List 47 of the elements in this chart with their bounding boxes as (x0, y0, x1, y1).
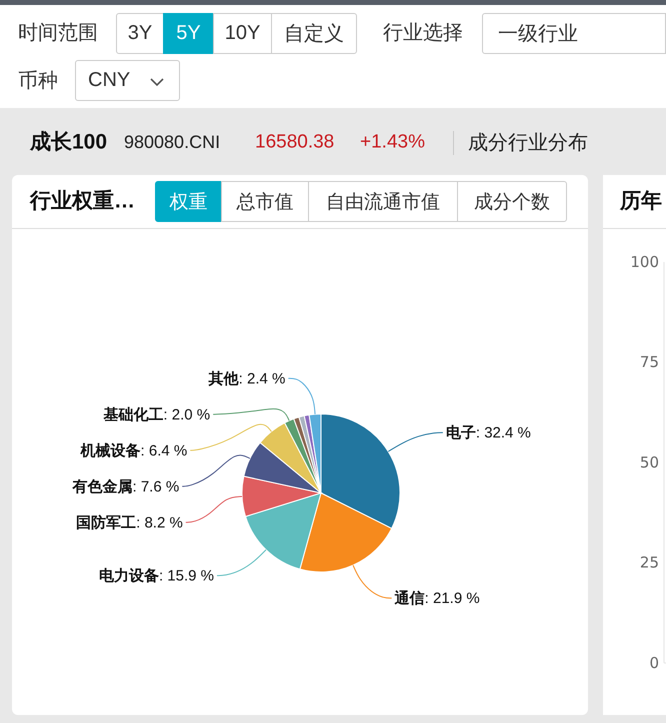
dropdown-field: 一级行业 (482, 13, 666, 54)
slice-label: 通信 (394, 590, 425, 607)
text: 行业选择 (383, 22, 463, 44)
data-label: : 6.4 % (140, 442, 188, 459)
data-label: : 7.6 % (132, 478, 180, 495)
slice-label: 有色金属 (71, 478, 132, 495)
segmented-button: 5Y (163, 13, 214, 54)
y-tick-label: 75 (640, 353, 659, 372)
data-label: : 8.2 % (136, 514, 183, 531)
slice-label: 其他 (208, 370, 240, 387)
text: 16580.38 (255, 132, 334, 154)
pie-slice (242, 476, 322, 517)
text: 成长100 (30, 130, 108, 154)
dropdown-field: CNY (75, 60, 180, 101)
pie-slice (245, 492, 322, 570)
y-tick-label: 0 (649, 654, 659, 672)
y-tick-label: 50 (640, 453, 659, 472)
slice-label: 机械设备 (80, 442, 141, 459)
text: 成分行业分布 (468, 132, 588, 154)
y-tick-label: 100 (630, 252, 659, 271)
data-label: : 32.4 % (476, 424, 531, 442)
y-tick-label: 25 (640, 554, 659, 572)
slice-label: 电子 (446, 424, 476, 442)
segmented-button: 10Y (213, 13, 272, 54)
segmented-button: 自定义 (271, 13, 357, 54)
data-label: : 21.9 % (424, 590, 480, 607)
tab-button: 成分个数 (457, 181, 567, 222)
text: 币种 (18, 70, 58, 92)
chart-title: 行业权重… (30, 189, 135, 213)
text: 时间范围 (18, 22, 98, 44)
tab-button: 总市值 (221, 181, 309, 222)
tab-button: 权重 (155, 181, 222, 222)
pie-slice (320, 414, 400, 529)
slice-label: 基础化工 (102, 406, 164, 423)
slice-label: 电力设备 (98, 567, 159, 584)
segmented-button: 3Y (116, 13, 164, 54)
pie-slice (243, 442, 322, 494)
text: 980080.CNI (124, 132, 220, 153)
pie-slice (299, 492, 392, 572)
data-label: : 2.0 % (163, 406, 210, 423)
data-label: : 2.4 % (238, 370, 286, 387)
chart-title: 历年 (620, 189, 662, 213)
slice-label: 国防军工 (76, 514, 136, 531)
data-label: : 15.9 % (158, 567, 214, 584)
text: +1.43% (360, 132, 425, 154)
pie-slice (260, 422, 322, 494)
tab-button: 自由流通市值 (308, 181, 458, 222)
